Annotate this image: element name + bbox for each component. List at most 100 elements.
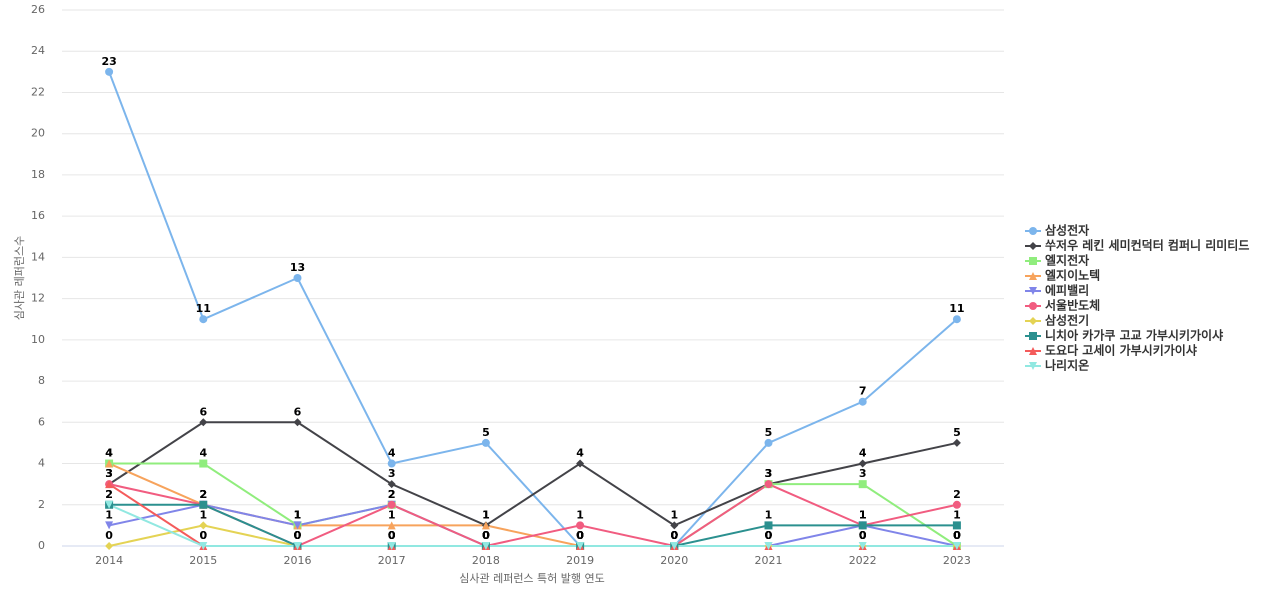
data-label: 0	[859, 529, 867, 542]
y-tick-label: 8	[38, 374, 45, 387]
data-point	[952, 315, 961, 324]
data-label: 0	[388, 529, 396, 542]
y-tick-label: 24	[31, 44, 45, 57]
data-point	[481, 542, 490, 550]
data-label: 1	[294, 508, 302, 521]
data-label: 4	[576, 447, 584, 460]
data-label: 0	[388, 529, 396, 542]
legend-marker	[1029, 347, 1037, 355]
data-point	[387, 459, 396, 468]
data-point	[670, 542, 679, 550]
data-label: 1	[859, 508, 867, 521]
data-point	[105, 480, 114, 489]
data-point	[858, 480, 867, 489]
data-point	[858, 459, 867, 468]
legend-label: 엘지이노텍	[1045, 268, 1100, 283]
y-tick-label: 2	[38, 498, 45, 511]
data-label: 0	[576, 529, 584, 542]
data-point	[199, 521, 208, 530]
y-tick-label: 18	[31, 168, 45, 181]
legend-marker	[1029, 317, 1037, 325]
data-point	[293, 274, 302, 282]
data-label: 0	[199, 529, 207, 542]
data-label: 0	[859, 529, 867, 542]
legend-marker	[1029, 257, 1037, 265]
data-label: 0	[294, 529, 302, 542]
legend-item: 에피밸리	[1025, 283, 1089, 298]
data-label: 2	[388, 488, 396, 501]
y-tick-label: 14	[31, 250, 45, 263]
data-point	[764, 438, 773, 447]
data-label: 1	[482, 508, 490, 521]
data-label: 0	[765, 529, 773, 542]
data-label: 0	[953, 529, 961, 542]
data-label: 1	[105, 508, 113, 521]
data-label: 0	[765, 529, 773, 542]
data-point	[199, 500, 208, 509]
data-label: 0	[482, 529, 490, 542]
data-label: 1	[294, 508, 302, 521]
legend-item: 엘지이노텍	[1025, 268, 1100, 283]
legend-label: 나리지온	[1045, 358, 1089, 373]
legend-label: 쑤저우 레킨 세미컨덕터 컴퍼니 리미티드	[1045, 238, 1249, 253]
data-point	[199, 542, 208, 550]
data-label: 2	[388, 488, 396, 501]
y-tick-label: 16	[31, 209, 45, 222]
data-label: 0	[199, 529, 207, 542]
data-label: 0	[388, 529, 396, 542]
data-label: 5	[765, 426, 773, 439]
data-label: 13	[290, 261, 305, 274]
data-label: 11	[196, 302, 211, 315]
data-label: 0	[953, 529, 961, 542]
data-label: 0	[576, 529, 584, 542]
data-label: 2	[199, 488, 207, 501]
x-axis-title: 심사관 레퍼런스 특허 발행 연도	[459, 572, 605, 585]
legend-label: 삼성전자	[1045, 223, 1089, 238]
data-label: 1	[576, 508, 584, 521]
data-label: 2	[105, 488, 113, 501]
data-label: 6	[294, 405, 302, 418]
data-label: 3	[859, 467, 867, 480]
data-label: 0	[576, 529, 584, 542]
data-label: 0	[482, 529, 490, 542]
data-label: 1	[199, 508, 207, 521]
data-label: 0	[576, 529, 584, 542]
x-tick-label: 2014	[95, 554, 123, 567]
data-label: 0	[670, 529, 678, 542]
data-label: 0	[953, 529, 961, 542]
data-label: 0	[576, 529, 584, 542]
legend-marker	[1029, 227, 1037, 235]
series-line	[108, 503, 957, 547]
y-tick-label: 20	[31, 127, 45, 140]
data-point	[387, 500, 396, 509]
data-label: 0	[765, 529, 773, 542]
data-label: 0	[953, 529, 961, 542]
y-tick-label: 6	[38, 415, 45, 428]
x-tick-label: 2018	[472, 554, 500, 567]
data-label: 2	[199, 488, 207, 501]
data-label: 3	[765, 467, 773, 480]
data-label: 0	[482, 529, 490, 542]
data-point	[952, 542, 961, 550]
x-tick-label: 2019	[566, 554, 594, 567]
data-label: 1	[859, 508, 867, 521]
data-label: 6	[199, 405, 207, 418]
y-tick-label: 0	[38, 539, 45, 552]
legend-label: 삼성전기	[1045, 313, 1089, 328]
data-label: 0	[670, 529, 678, 542]
data-point	[481, 438, 490, 447]
legend-label: 엘지전자	[1045, 253, 1089, 268]
data-point	[199, 418, 208, 427]
legend-marker	[1029, 332, 1037, 340]
data-label: 3	[105, 467, 113, 480]
legend-item: 삼성전자	[1025, 223, 1089, 238]
data-label: 0	[670, 529, 678, 542]
data-point	[858, 397, 867, 406]
data-label: 5	[953, 426, 961, 439]
data-label: 0	[670, 529, 678, 542]
data-label: 0	[482, 529, 490, 542]
data-point	[105, 67, 114, 76]
data-label: 7	[859, 385, 867, 398]
data-point	[387, 542, 396, 550]
